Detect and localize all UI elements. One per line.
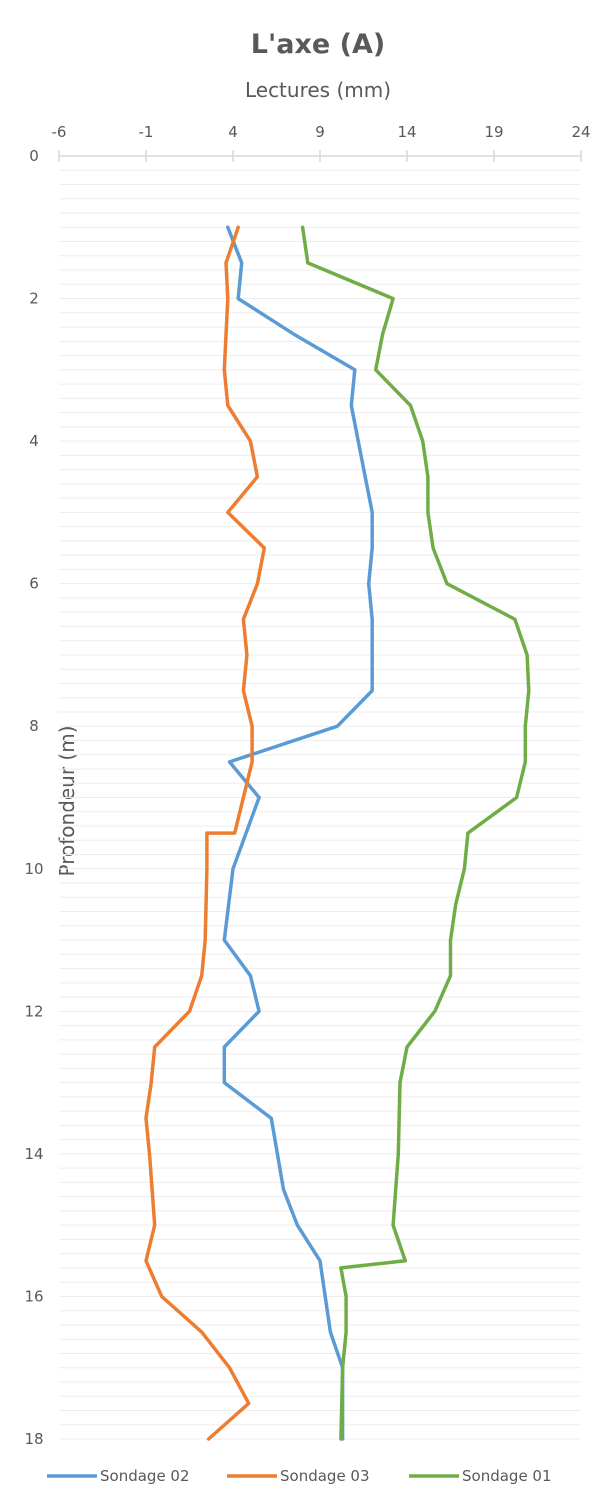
- legend-label: Sondage 03: [280, 1467, 370, 1485]
- x-tick-label: 4: [228, 123, 238, 141]
- y-tick-label: 6: [29, 575, 39, 593]
- y-tick-label: 12: [24, 1002, 43, 1020]
- series-line-3: [300, 225, 531, 1441]
- chart-title: L'axe (A): [251, 29, 385, 60]
- series-line-1: [222, 225, 374, 1441]
- y-tick-label: 4: [29, 432, 39, 450]
- gridlines: [59, 169, 581, 1440]
- x-tick-label: 19: [484, 123, 503, 141]
- legend: Sondage 02 Sondage 03 Sondage 01: [47, 1467, 552, 1485]
- y-tick-label: 18: [24, 1430, 43, 1448]
- x-tick-label: 14: [397, 123, 416, 141]
- y-tick-label: 2: [29, 290, 39, 308]
- x-tick-label: 9: [315, 123, 325, 141]
- y-axis-label: Profondeur (m): [55, 725, 79, 876]
- x-tick-label: 24: [571, 123, 590, 141]
- x-axis-label: Lectures (mm): [245, 78, 391, 102]
- series-lines: [144, 225, 531, 1441]
- y-tick-label: 10: [24, 860, 43, 878]
- series-line-2: [144, 225, 267, 1441]
- legend-label: Sondage 02: [100, 1467, 190, 1485]
- x-tick-label: -6: [52, 123, 67, 141]
- y-tick-label: 14: [24, 1145, 43, 1163]
- legend-label: Sondage 01: [462, 1467, 552, 1485]
- y-tick-label: 8: [29, 717, 39, 735]
- y-tick-label: 0: [29, 147, 39, 165]
- y-tick-label: 16: [24, 1287, 43, 1305]
- x-tick-label: -1: [139, 123, 154, 141]
